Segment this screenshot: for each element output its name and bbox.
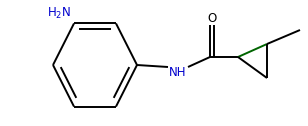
Text: O: O bbox=[207, 11, 217, 24]
Text: NH: NH bbox=[169, 66, 187, 78]
Text: H$_2$N: H$_2$N bbox=[47, 6, 71, 21]
